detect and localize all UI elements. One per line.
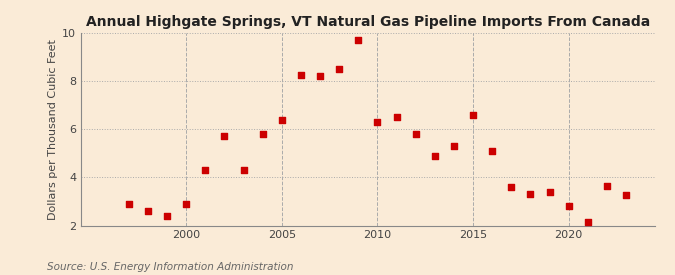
Point	[506, 185, 517, 189]
Point	[315, 74, 325, 79]
Point	[238, 168, 249, 172]
Point	[429, 153, 440, 158]
Point	[621, 193, 632, 198]
Point	[601, 184, 612, 188]
Point	[277, 117, 288, 122]
Point	[257, 132, 268, 136]
Point	[353, 38, 364, 42]
Title: Annual Highgate Springs, VT Natural Gas Pipeline Imports From Canada: Annual Highgate Springs, VT Natural Gas …	[86, 15, 650, 29]
Point	[392, 115, 402, 119]
Point	[468, 113, 479, 117]
Point	[544, 190, 555, 194]
Point	[162, 214, 173, 218]
Point	[583, 220, 593, 224]
Text: Source: U.S. Energy Information Administration: Source: U.S. Energy Information Administ…	[47, 262, 294, 272]
Point	[563, 204, 574, 208]
Y-axis label: Dollars per Thousand Cubic Feet: Dollars per Thousand Cubic Feet	[48, 39, 58, 220]
Point	[124, 202, 134, 206]
Point	[525, 192, 536, 196]
Point	[181, 202, 192, 206]
Point	[200, 168, 211, 172]
Point	[219, 134, 230, 139]
Point	[142, 209, 153, 213]
Point	[296, 73, 306, 77]
Point	[372, 120, 383, 124]
Point	[333, 67, 344, 71]
Point	[487, 149, 497, 153]
Point	[448, 144, 459, 148]
Point	[410, 132, 421, 136]
